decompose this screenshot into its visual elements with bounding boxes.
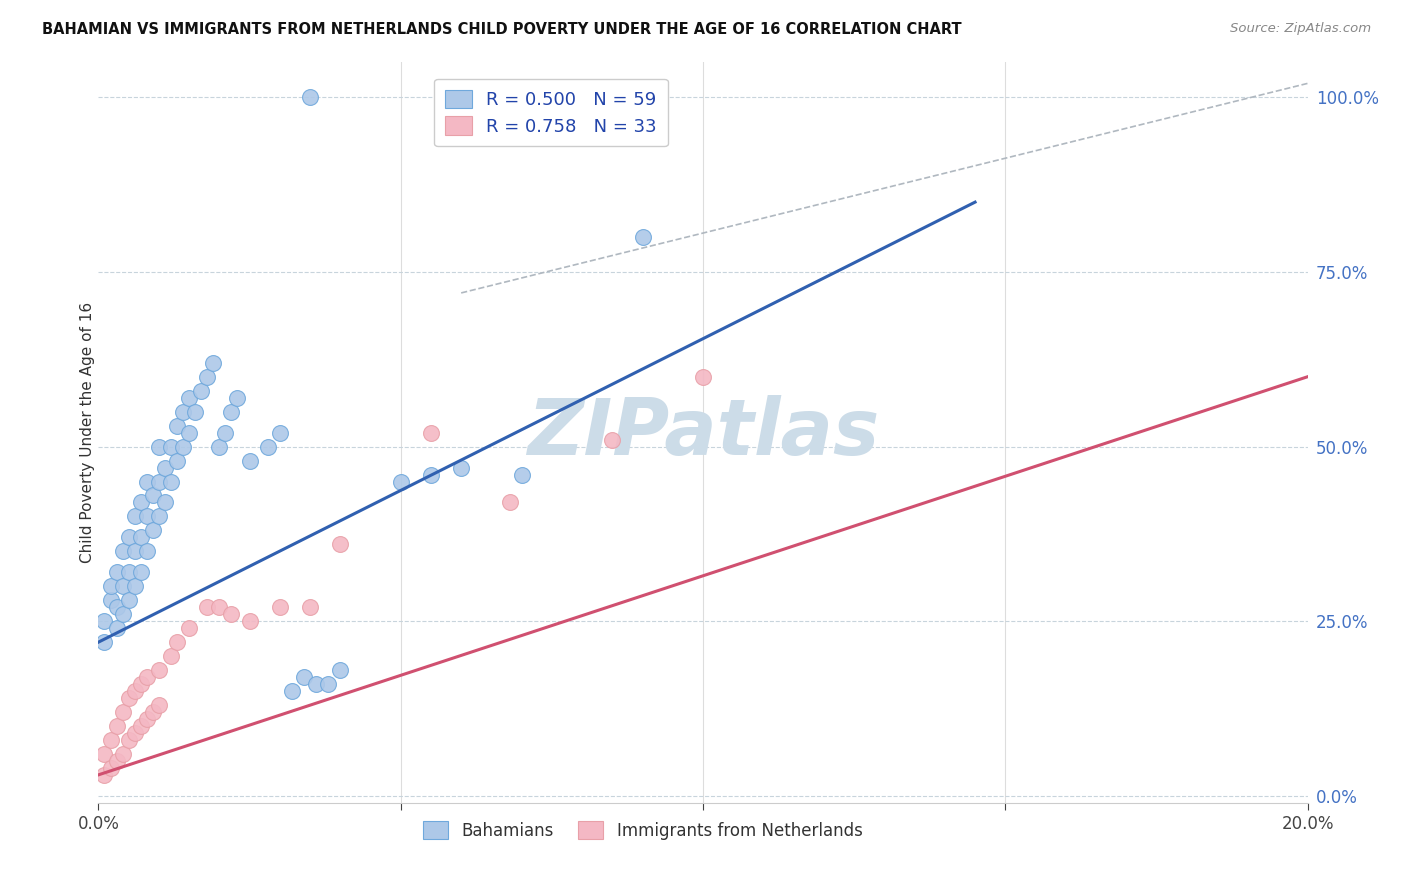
Point bbox=[166, 453, 188, 467]
Point bbox=[239, 614, 262, 628]
Point bbox=[692, 369, 714, 384]
Point bbox=[153, 495, 176, 509]
Point bbox=[111, 747, 134, 761]
Point bbox=[142, 524, 165, 538]
Point bbox=[195, 369, 218, 384]
Point bbox=[105, 600, 128, 615]
Point bbox=[420, 425, 443, 440]
Point bbox=[118, 691, 141, 706]
Point bbox=[148, 698, 170, 712]
Point bbox=[118, 530, 141, 544]
Point bbox=[153, 460, 176, 475]
Point bbox=[256, 440, 278, 454]
Point bbox=[148, 663, 170, 677]
Point bbox=[105, 754, 128, 768]
Point bbox=[269, 600, 291, 615]
Text: Source: ZipAtlas.com: Source: ZipAtlas.com bbox=[1230, 22, 1371, 36]
Point bbox=[111, 544, 134, 558]
Point bbox=[299, 90, 322, 104]
Point bbox=[111, 607, 134, 622]
Point bbox=[498, 495, 520, 509]
Point bbox=[111, 579, 134, 593]
Point bbox=[124, 684, 146, 698]
Point bbox=[100, 733, 122, 747]
Point bbox=[135, 475, 157, 489]
Legend: Bahamians, Immigrants from Netherlands: Bahamians, Immigrants from Netherlands bbox=[416, 814, 869, 847]
Point bbox=[124, 579, 146, 593]
Point bbox=[124, 509, 146, 524]
Point bbox=[166, 635, 188, 649]
Point bbox=[208, 440, 231, 454]
Point bbox=[135, 712, 157, 726]
Point bbox=[142, 488, 165, 502]
Point bbox=[172, 405, 194, 419]
Point bbox=[316, 677, 339, 691]
Point bbox=[148, 440, 170, 454]
Point bbox=[148, 475, 170, 489]
Point bbox=[329, 663, 352, 677]
Point bbox=[631, 230, 654, 244]
Point bbox=[389, 475, 412, 489]
Point bbox=[166, 418, 188, 433]
Point bbox=[420, 467, 443, 482]
Y-axis label: Child Poverty Under the Age of 16: Child Poverty Under the Age of 16 bbox=[80, 302, 94, 563]
Point bbox=[208, 600, 231, 615]
Point bbox=[105, 719, 128, 733]
Point bbox=[118, 593, 141, 607]
Point bbox=[602, 433, 624, 447]
Point bbox=[129, 566, 152, 580]
Point bbox=[195, 600, 218, 615]
Point bbox=[118, 733, 141, 747]
Point bbox=[214, 425, 236, 440]
Point bbox=[329, 537, 352, 551]
Point bbox=[239, 453, 262, 467]
Point bbox=[142, 705, 165, 719]
Point bbox=[135, 670, 157, 684]
Text: ZIPatlas: ZIPatlas bbox=[527, 394, 879, 471]
Point bbox=[179, 391, 201, 405]
Point bbox=[93, 747, 115, 761]
Point bbox=[105, 621, 128, 635]
Point bbox=[100, 761, 122, 775]
Point bbox=[221, 607, 243, 622]
Point bbox=[135, 544, 157, 558]
Point bbox=[221, 405, 243, 419]
Point bbox=[450, 460, 472, 475]
Point bbox=[190, 384, 212, 398]
Point bbox=[124, 726, 146, 740]
Point bbox=[135, 509, 157, 524]
Point bbox=[111, 705, 134, 719]
Point bbox=[100, 579, 122, 593]
Point bbox=[305, 677, 328, 691]
Point bbox=[148, 509, 170, 524]
Point bbox=[100, 593, 122, 607]
Point bbox=[105, 566, 128, 580]
Point bbox=[93, 614, 115, 628]
Point bbox=[129, 530, 152, 544]
Point bbox=[179, 621, 201, 635]
Point bbox=[118, 566, 141, 580]
Point bbox=[160, 440, 183, 454]
Point bbox=[299, 600, 322, 615]
Point bbox=[129, 719, 152, 733]
Point bbox=[269, 425, 291, 440]
Point bbox=[129, 677, 152, 691]
Point bbox=[184, 405, 207, 419]
Text: BAHAMIAN VS IMMIGRANTS FROM NETHERLANDS CHILD POVERTY UNDER THE AGE OF 16 CORREL: BAHAMIAN VS IMMIGRANTS FROM NETHERLANDS … bbox=[42, 22, 962, 37]
Point bbox=[226, 391, 249, 405]
Point bbox=[124, 544, 146, 558]
Point bbox=[202, 356, 225, 370]
Point bbox=[129, 495, 152, 509]
Point bbox=[160, 475, 183, 489]
Point bbox=[510, 467, 533, 482]
Point bbox=[172, 440, 194, 454]
Point bbox=[281, 684, 304, 698]
Point bbox=[93, 635, 115, 649]
Point bbox=[179, 425, 201, 440]
Point bbox=[93, 768, 115, 782]
Point bbox=[160, 649, 183, 664]
Point bbox=[292, 670, 315, 684]
